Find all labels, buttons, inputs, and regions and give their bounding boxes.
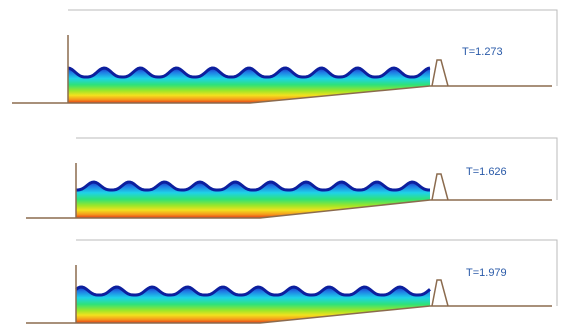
time-label: T=1.979	[466, 267, 507, 279]
tank-bottom	[26, 199, 552, 219]
obstacle	[431, 279, 449, 307]
panel-frame	[68, 9, 558, 86]
simulation-panel	[26, 137, 558, 219]
fluid-field	[76, 182, 430, 218]
free-surface	[75, 285, 431, 297]
free-surface	[75, 180, 431, 192]
simulation-panel	[26, 239, 558, 324]
fluid-field	[68, 68, 430, 103]
obstacle	[431, 173, 449, 201]
panel-frame	[76, 239, 558, 306]
obstacle	[431, 59, 449, 87]
tank-bottom	[12, 85, 552, 104]
simulation-panel	[12, 9, 558, 104]
time-label: T=1.626	[466, 166, 507, 178]
free-surface	[67, 66, 431, 79]
fluid-field	[76, 287, 430, 323]
panel-frame	[76, 137, 558, 200]
time-label: T=1.273	[462, 46, 503, 58]
tank-bottom	[26, 305, 552, 324]
